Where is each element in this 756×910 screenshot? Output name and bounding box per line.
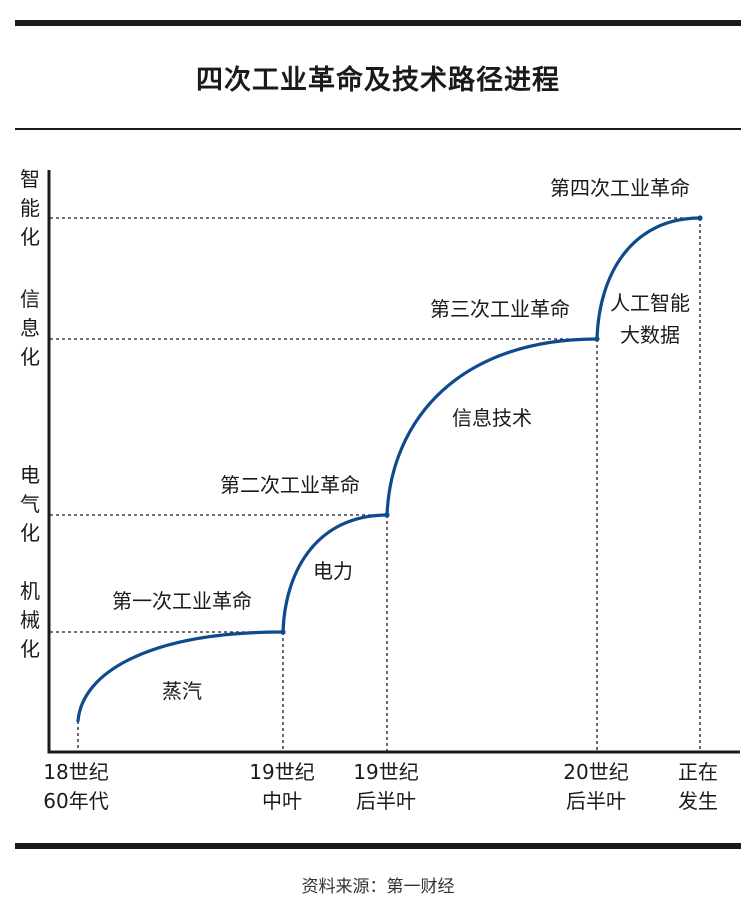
revolution-name-1: 第一次工业革命	[112, 589, 252, 613]
y-level-char: 化	[20, 521, 40, 545]
curve-segment-4	[595, 216, 702, 341]
y-level-char: 息	[20, 316, 40, 340]
curve-segment-3	[385, 337, 599, 517]
y-level-char: 信	[20, 287, 40, 311]
revolution-name-4: 第四次工业革命	[550, 176, 690, 200]
tech-label-3: 信息技术	[452, 406, 532, 430]
x-tick-line: 60年代	[43, 789, 108, 813]
y-level-char: 械	[20, 608, 40, 632]
x-tick-line: 19世纪	[249, 760, 314, 784]
y-level-label-2: 电气化	[20, 463, 40, 545]
tech-label-1: 蒸汽	[162, 679, 202, 703]
y-level-char: 智	[20, 167, 40, 191]
curve-segments	[76, 215, 703, 723]
tech-label-4: 人工智能	[610, 291, 690, 315]
y-level-char: 电	[20, 463, 40, 487]
y-level-char: 能	[20, 196, 40, 220]
curve-segment-2	[281, 513, 389, 634]
tech-label-2: 电力	[313, 559, 353, 583]
x-tick-line: 20世纪	[563, 760, 628, 784]
y-level-label-1: 机械化	[20, 579, 40, 661]
bottom-border	[15, 843, 741, 849]
x-tick-line: 发生	[678, 789, 718, 813]
tech-label-4: 大数据	[620, 323, 680, 347]
y-level-char: 化	[20, 637, 40, 661]
y-level-char: 气	[20, 492, 40, 516]
y-level-char: 机	[20, 579, 40, 603]
time-guides	[77, 218, 701, 752]
y-level-char: 化	[20, 345, 40, 369]
x-tick-line: 中叶	[262, 789, 302, 813]
chart-title: 四次工业革命及技术路径进程	[196, 65, 560, 96]
x-tick-label-1: 18世纪 60年代	[43, 760, 108, 813]
top-border	[15, 20, 741, 26]
curve-junction-4	[697, 215, 703, 221]
title-rule	[15, 128, 741, 130]
source-note: 资料来源：第一财经	[301, 877, 455, 897]
x-tick-line: 后半叶	[566, 789, 626, 813]
level-guides	[50, 217, 700, 633]
revolution-name-2: 第二次工业革命	[220, 473, 360, 497]
x-tick-line: 18世纪	[43, 760, 108, 784]
x-tick-line: 后半叶	[356, 789, 416, 813]
y-level-label-3: 信息化	[20, 287, 40, 369]
revolution-name-3: 第三次工业革命	[430, 297, 570, 321]
x-tick-line: 正在	[678, 760, 718, 784]
y-level-char: 化	[20, 225, 40, 249]
curve-segment-1	[76, 630, 285, 723]
y-level-label-4: 智能化	[20, 167, 40, 249]
x-tick-line: 19世纪	[353, 760, 418, 784]
